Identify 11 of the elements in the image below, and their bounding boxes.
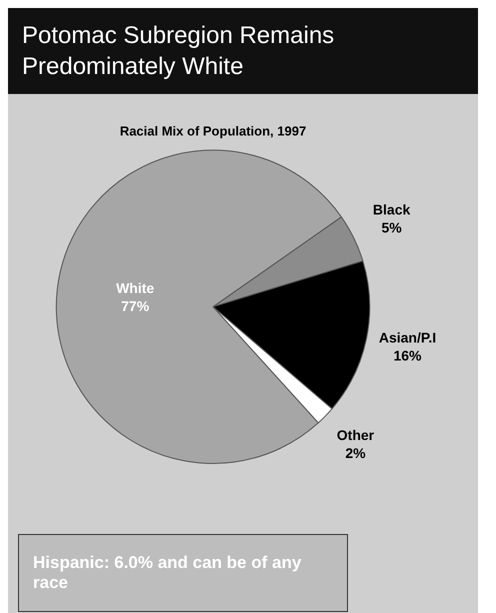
slice-label: Black (372, 202, 410, 218)
slice-label: White (116, 280, 154, 296)
text: Hispanic: 6.0% and can be of any race (18, 534, 348, 612)
data-label: 16% (393, 348, 422, 364)
data-label: 77% (121, 298, 150, 314)
slice-label: Asian/P.I (378, 330, 436, 346)
slice-label: Other (336, 428, 375, 444)
data-label: 5% (381, 220, 402, 236)
data-label: 2% (345, 446, 366, 462)
chart-subtitle: Racial Mix of Population, 1997 (120, 124, 306, 139)
chart-title: Potomac Subregion Remains Predominately White (8, 8, 478, 94)
